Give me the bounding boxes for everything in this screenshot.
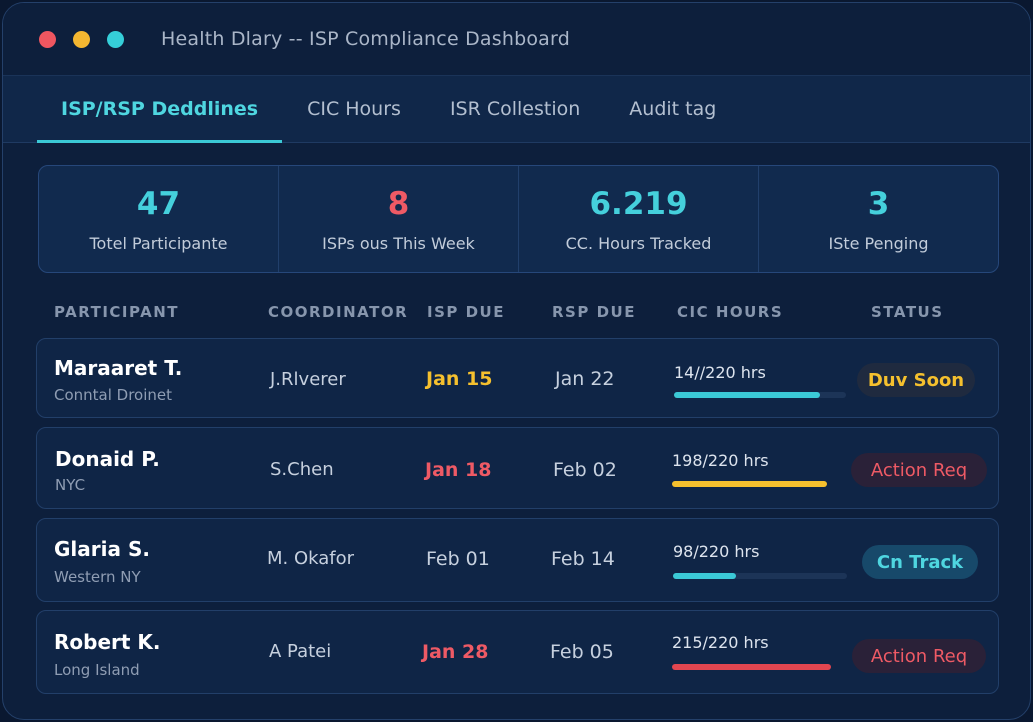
table-row[interactable]: Glaria S. Western NY M. Okafor Feb 01 Fe… <box>36 518 999 602</box>
isp-due-date: Jan 15 <box>426 368 493 390</box>
participant-region: NYC <box>55 476 86 494</box>
hours-progress-bar <box>672 664 834 670</box>
coordinator-name: M. Okafor <box>267 548 355 569</box>
table-row[interactable]: Maraaret T. Conntal Droinet J.Rlverer Ja… <box>36 338 999 418</box>
participant-region: Long Island <box>54 661 140 679</box>
stat-value: 8 <box>387 185 410 222</box>
hours-progress-bar <box>672 481 844 487</box>
isp-due-date: Jan 28 <box>422 641 489 663</box>
column-header-participant[interactable]: PARTICIPANT <box>54 303 180 321</box>
stat-label: CC. Hours Tracked <box>565 233 712 253</box>
rsp-due-date: Feb 02 <box>553 459 617 481</box>
column-header-coordinator[interactable]: COORDINATOR <box>268 303 409 321</box>
stat-label: ISPs ous This Week <box>322 233 475 253</box>
status-badge[interactable]: Action Req <box>851 453 987 487</box>
cic-hours-text: 215/220 hrs <box>672 633 769 652</box>
close-window-button[interactable] <box>39 30 56 48</box>
tab-isp-rsp-deadlines[interactable]: ISP/RSP Deddlines <box>37 76 283 143</box>
hours-progress-bar <box>674 392 846 398</box>
rsp-due-date: Feb 14 <box>551 548 615 570</box>
stat-isps-due-this-week: 8 ISPs ous This Week <box>279 166 519 272</box>
stat-cc-hours-tracked: 6.219 CC. Hours Tracked <box>519 166 759 272</box>
isp-due-date: Feb 01 <box>426 548 490 570</box>
participant-name: Donaid P. <box>55 447 160 471</box>
participant-name: Glaria S. <box>54 537 150 561</box>
participant-region: Conntal Droinet <box>54 386 173 404</box>
rsp-due-date: Jan 22 <box>555 368 615 390</box>
hours-progress-fill <box>674 392 821 398</box>
status-badge[interactable]: Duv Soon <box>857 363 975 397</box>
stat-value: 3 <box>867 185 890 222</box>
participant-region: Western NY <box>54 568 141 586</box>
tab-isr-collection[interactable]: ISR Collestion <box>449 98 581 120</box>
minimize-window-button[interactable] <box>73 30 90 48</box>
rsp-due-date: Feb 05 <box>550 641 614 663</box>
stat-label: Totel Participante <box>89 233 228 253</box>
table-header: PARTICIPANT COORDINATOR ISP DUE RSP DUE … <box>3 303 1030 323</box>
tab-bar: ISP/RSP Deddlines CIC Hours ISR Collesti… <box>3 75 1030 143</box>
maximize-window-button[interactable] <box>107 30 124 48</box>
cic-hours-text: 14//220 hrs <box>674 363 766 382</box>
status-badge[interactable]: Cn Track <box>862 545 978 579</box>
stat-total-participants: 47 Totel Participante <box>39 166 279 272</box>
coordinator-name: A Patei <box>269 641 332 662</box>
stat-label: ISte Penging <box>828 233 929 253</box>
stat-value: 47 <box>136 185 181 222</box>
window-title: Health Dlary -- ISP Compliance Dashboard <box>161 28 570 50</box>
stat-value: 6.219 <box>589 185 688 222</box>
stats-panel: 47 Totel Participante 8 ISPs ous This We… <box>38 165 999 273</box>
title-bar: Health Dlary -- ISP Compliance Dashboard <box>3 3 1030 75</box>
hours-progress-fill <box>673 573 736 579</box>
column-header-cic-hours[interactable]: CIC HOURS <box>677 303 784 321</box>
status-badge[interactable]: Action Req <box>852 639 986 673</box>
column-header-isp-due[interactable]: ISP DUE <box>427 303 505 321</box>
tab-cic-hours[interactable]: CIC Hours <box>307 98 401 120</box>
coordinator-name: S.Chen <box>270 459 334 480</box>
column-header-status[interactable]: STATUS <box>871 303 944 321</box>
hours-progress-fill <box>672 481 827 487</box>
isp-due-date: Jan 18 <box>425 459 492 481</box>
table-row[interactable]: Donaid P. NYC S.Chen Jan 18 Feb 02 198/2… <box>36 427 999 509</box>
cic-hours-text: 98/220 hrs <box>673 542 760 561</box>
hours-progress-fill <box>672 664 831 670</box>
hours-progress-bar <box>673 573 847 579</box>
table-row[interactable]: Robert K. Long Island A Patei Jan 28 Feb… <box>36 610 999 694</box>
participant-name: Robert K. <box>54 630 161 654</box>
tab-audit-tag[interactable]: Audit tag <box>629 98 717 120</box>
participant-name: Maraaret T. <box>54 356 183 380</box>
stat-isps-pending: 3 ISte Penging <box>759 166 998 272</box>
cic-hours-text: 198/220 hrs <box>672 451 769 470</box>
column-header-rsp-due[interactable]: RSP DUE <box>552 303 636 321</box>
coordinator-name: J.Rlverer <box>270 369 346 390</box>
